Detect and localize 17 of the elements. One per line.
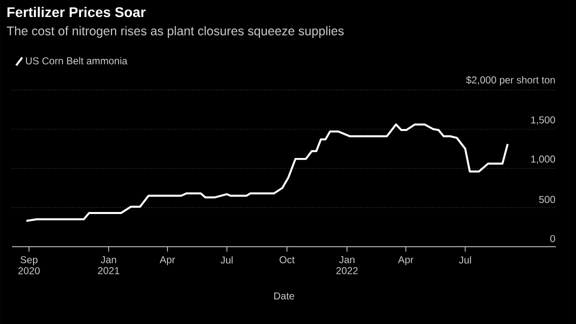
x-axis-title: Date [274, 292, 294, 300]
legend-label: US Corn Belt ammonia [26, 57, 128, 64]
y-tick-label: 0 [550, 235, 556, 242]
x-tick-label: Oct [280, 256, 295, 264]
x-tick-label: Jul [458, 256, 471, 264]
y-tick-label: 500 [539, 196, 556, 203]
y-tick-label: 1,000 [531, 156, 556, 164]
x-tick-label: Sep 2020 [18, 256, 40, 274]
y-tick-label: $2,000 per short ton [466, 76, 555, 86]
x-tick-label: Apr [160, 256, 176, 266]
x-tick-label: Apr [398, 256, 414, 266]
x-tick-label: Jan 2022 [336, 256, 358, 274]
chart-title: Fertilizer Prices Soar [7, 6, 146, 18]
x-tick-label: Jan 2021 [98, 256, 120, 274]
y-tick-label: 1,500 [531, 116, 556, 125]
chart-subtitle: The cost of nitrogen rises as plant closures squeeze supplies [6, 26, 344, 38]
x-tick-label: Jul [220, 256, 233, 264]
